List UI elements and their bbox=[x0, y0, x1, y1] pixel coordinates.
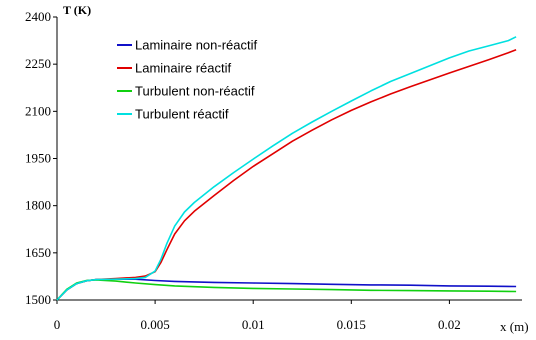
y-tick-label: 1800 bbox=[25, 198, 51, 213]
legend-label: Turbulent non-réactif bbox=[135, 84, 255, 99]
x-tick-label: 0.015 bbox=[337, 317, 366, 332]
series-line bbox=[56, 48, 517, 301]
x-tick-label: 0 bbox=[54, 317, 61, 332]
legend: Laminaire non-réactif Laminaire réactif Tu… bbox=[117, 38, 258, 122]
ticks: 1500 1650 1800 1950 2100 2250 2400 0 0.005 0.01 0.… bbox=[25, 9, 461, 332]
y-tick-label: 2400 bbox=[25, 9, 51, 24]
x-tick-label: 0.005 bbox=[140, 317, 169, 332]
x-tick-label: 0.02 bbox=[438, 317, 461, 332]
y-tick-label: 1950 bbox=[25, 151, 51, 166]
legend-label: Laminaire réactif bbox=[135, 61, 231, 76]
series-lines bbox=[56, 36, 517, 301]
legend-label: Laminaire non-réactif bbox=[135, 38, 258, 53]
y-tick-label: 1500 bbox=[25, 292, 51, 307]
axes bbox=[56, 17, 522, 301]
y-tick-label: 2100 bbox=[25, 103, 51, 118]
series-line bbox=[56, 36, 517, 301]
x-axis-label: x (m) bbox=[500, 319, 529, 334]
legend-label: Turbulent réactif bbox=[135, 107, 229, 122]
y-tick-label: 2250 bbox=[25, 56, 51, 71]
x-tick-label: 0.01 bbox=[242, 317, 265, 332]
y-tick-label: 1650 bbox=[25, 245, 51, 260]
y-axis-label: T (K) bbox=[63, 3, 91, 17]
